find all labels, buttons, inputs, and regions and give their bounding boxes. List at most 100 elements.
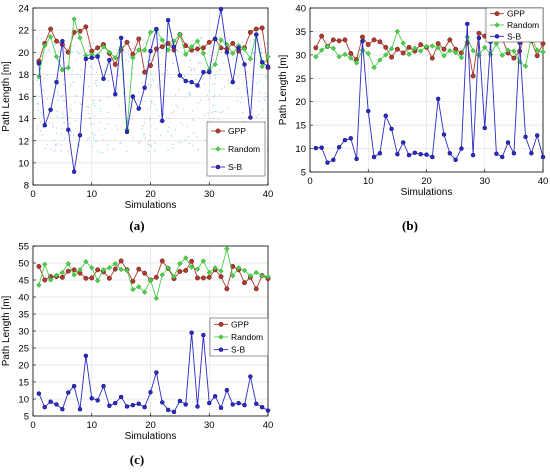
background-speckle [252, 74, 254, 76]
background-speckle [157, 38, 159, 41]
data-point-sb [366, 108, 371, 114]
background-speckle [156, 109, 158, 111]
background-speckle [75, 59, 77, 61]
background-speckle [246, 90, 248, 92]
background-speckle [92, 137, 95, 139]
background-speckle [144, 137, 146, 139]
chart-b-svg: 5 10 15 20 25 30 35 40 0 10 20 30 40 Simulations Path … [278, 4, 549, 199]
background-speckle [214, 82, 216, 85]
background-speckle [47, 42, 49, 44]
data-point-sb [540, 154, 546, 160]
background-speckle [54, 149, 57, 151]
x-tick-label: 40 [538, 176, 549, 187]
y-tick-label: 25 [295, 74, 306, 85]
data-point-random [441, 53, 447, 59]
x-tick-label: 10 [86, 189, 97, 200]
background-speckle [172, 143, 174, 146]
legend-marker-sb [494, 34, 500, 39]
data-point-sb [534, 133, 540, 138]
background-speckle [77, 53, 79, 55]
legend-label-random: Random [228, 144, 260, 154]
background-speckle [60, 149, 62, 152]
background-speckle [49, 121, 51, 124]
data-point-random [212, 61, 218, 68]
background-speckle [80, 69, 82, 71]
background-speckle [68, 117, 70, 119]
data-point-sb [230, 79, 235, 85]
data-point-gpp [159, 44, 165, 50]
background-speckle [209, 77, 211, 79]
data-point-sb [465, 21, 470, 27]
background-speckle [98, 129, 100, 132]
background-speckle [191, 40, 193, 42]
data-point-sb [435, 96, 441, 102]
background-speckle [126, 150, 128, 153]
background-speckle [55, 132, 57, 135]
background-speckle [96, 149, 98, 151]
background-speckle [158, 120, 160, 123]
data-point-random [89, 265, 95, 271]
data-point-sb [230, 402, 235, 407]
background-speckle [204, 114, 206, 116]
background-speckle [202, 77, 204, 79]
background-speckle [155, 128, 157, 130]
background-speckle [265, 75, 267, 77]
background-speckle [170, 134, 172, 136]
data-point-random [124, 267, 130, 274]
data-point-gpp [195, 46, 200, 52]
background-speckle [128, 60, 130, 63]
legend-marker-gpp [494, 11, 500, 17]
background-speckle [172, 111, 175, 113]
data-point-gpp [253, 26, 259, 32]
background-speckle [228, 53, 230, 56]
data-point-gpp [359, 34, 365, 40]
background-speckle [152, 80, 154, 82]
data-point-sb [383, 113, 388, 119]
background-speckle [55, 143, 57, 146]
data-point-sb [354, 156, 359, 162]
background-speckle [150, 145, 152, 147]
background-speckle [72, 44, 75, 47]
background-speckle [92, 145, 94, 148]
data-point-sb [499, 154, 505, 160]
data-point-random [423, 43, 430, 50]
background-speckle [245, 87, 247, 89]
data-point-random [212, 265, 218, 271]
background-speckle [211, 111, 213, 113]
background-speckle [100, 43, 102, 45]
background-speckle [236, 100, 238, 102]
data-point-gpp [247, 29, 253, 35]
legend-label-sb: S-B [231, 345, 246, 355]
background-speckle [143, 122, 146, 124]
background-speckle [116, 124, 118, 127]
data-point-sb [48, 399, 53, 404]
data-point-sb [118, 35, 124, 41]
background-speckle [241, 41, 243, 43]
background-speckle [144, 41, 146, 43]
background-speckle [127, 54, 130, 56]
y-tick-label: 5 [301, 168, 306, 179]
data-point-random [47, 34, 54, 40]
data-point-gpp [177, 269, 183, 274]
background-speckle [138, 143, 140, 145]
background-speckle [103, 69, 105, 72]
data-point-sb [183, 402, 188, 407]
background-speckle [183, 75, 185, 77]
background-speckle [78, 145, 81, 147]
background-speckle [70, 131, 72, 133]
data-point-sb [195, 83, 200, 88]
data-point-random [194, 38, 201, 44]
data-point-sb [160, 118, 165, 124]
background-speckle [80, 115, 82, 117]
data-point-gpp [394, 46, 400, 52]
background-speckle [149, 106, 152, 108]
background-speckle [72, 81, 75, 83]
background-speckle [153, 55, 156, 57]
background-speckle [138, 91, 140, 93]
background-speckle [171, 136, 173, 138]
background-speckle [214, 78, 216, 80]
series-line-gpp [315, 31, 544, 77]
background-speckle [63, 122, 65, 124]
data-point-sb [36, 391, 42, 396]
data-point-gpp [348, 51, 354, 56]
